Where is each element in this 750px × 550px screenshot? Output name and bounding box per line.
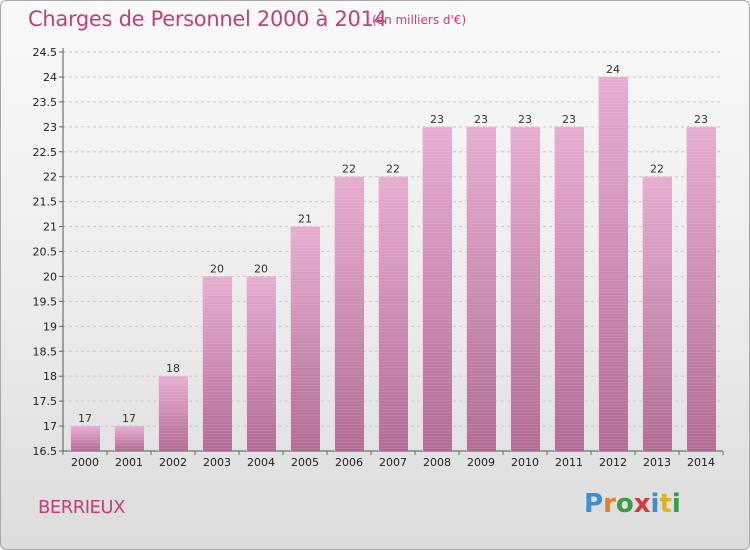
- y-tick-label: 22: [43, 171, 57, 184]
- commune-name: BERRIEUX: [38, 497, 125, 518]
- y-tick-label: 19.5: [33, 295, 58, 308]
- bars: [70, 76, 716, 451]
- chart-title: Charges de Personnel 2000 à 2014: [28, 7, 387, 31]
- x-tick-label: 2004: [247, 456, 275, 469]
- y-tick-label: 17: [43, 420, 57, 433]
- logo-letter: x: [633, 489, 651, 519]
- data-label: 20: [254, 262, 268, 275]
- data-label: 22: [386, 163, 400, 176]
- x-tick-labels: 2000 2001 2002 2003 2004 2005 2006 2007 2008 2009…: [71, 456, 715, 469]
- bar-texture: [422, 126, 452, 451]
- data-label: 22: [650, 163, 664, 176]
- bar-texture: [598, 76, 628, 451]
- x-tick-label: 2008: [423, 456, 451, 469]
- x-tick-label: 2011: [555, 456, 583, 469]
- x-tick-label: 2010: [511, 456, 539, 469]
- x-tick-label: 2003: [203, 456, 231, 469]
- x-tick-label: 2013: [643, 456, 671, 469]
- bar-texture: [70, 426, 100, 451]
- y-tick-label: 18: [43, 370, 57, 383]
- data-label: 23: [562, 113, 576, 126]
- logo-letter: t: [659, 489, 672, 519]
- x-tick-label: 2012: [599, 456, 627, 469]
- data-label: 23: [518, 113, 532, 126]
- logo-letter: P: [584, 489, 604, 519]
- y-tick-label: 20.5: [33, 246, 58, 259]
- data-label: 23: [474, 113, 488, 126]
- data-label: 23: [430, 113, 444, 126]
- data-label: 20: [210, 262, 224, 275]
- y-tick-label: 16.5: [33, 445, 58, 458]
- bar-texture: [290, 226, 320, 451]
- bar-texture: [158, 376, 188, 451]
- y-tick-label: 22.5: [33, 146, 58, 159]
- data-label: 22: [342, 163, 356, 176]
- logo-letter: r: [603, 489, 616, 519]
- bar-texture: [202, 276, 232, 451]
- logo-letter: i: [650, 489, 660, 519]
- chart-subtitle: (en milliers d'€): [372, 13, 467, 27]
- y-tick-label: 17.5: [33, 395, 58, 408]
- y-tick-label: 23: [43, 121, 57, 134]
- y-tick-labels: 16.5 17 17.5 18 18.5 19 19.5 20 20.5 21 21.5 22 22.5…: [33, 46, 58, 458]
- x-tick-label: 2005: [291, 456, 319, 469]
- data-label: 23: [694, 113, 708, 126]
- y-tick-label: 18.5: [33, 345, 58, 358]
- data-label: 18: [166, 362, 180, 375]
- bar-texture: [466, 126, 496, 451]
- data-label: 17: [78, 412, 92, 425]
- x-tick-label: 2000: [71, 456, 99, 469]
- bar-texture: [554, 126, 584, 451]
- data-label: 21: [298, 213, 312, 226]
- logo-letter: o: [615, 489, 634, 519]
- data-label: 24: [606, 63, 620, 76]
- bar-texture: [114, 426, 144, 451]
- bar-texture: [510, 126, 540, 451]
- y-tick-label: 20: [43, 270, 57, 283]
- y-tick-label: 24.5: [33, 46, 58, 59]
- x-tick-label: 2006: [335, 456, 363, 469]
- logo-letter: i: [671, 489, 681, 519]
- y-tick-label: 21.5: [33, 196, 58, 209]
- x-tick-label: 2014: [687, 456, 715, 469]
- y-tick-label: 24: [43, 71, 57, 84]
- bar-texture: [246, 276, 276, 451]
- x-tick-label: 2007: [379, 456, 407, 469]
- y-tick-label: 21: [43, 221, 57, 234]
- x-tick-label: 2001: [115, 456, 143, 469]
- data-labels: 17 17 18 20 20 21 22 22 23 23 23 23 24 22 23: [78, 63, 708, 425]
- proxiti-logo: Proxiti: [584, 489, 681, 519]
- bar-texture: [686, 126, 716, 451]
- y-tick-label: 19: [43, 320, 57, 333]
- x-tick-label: 2002: [159, 456, 187, 469]
- bar-texture: [642, 176, 672, 451]
- bar-texture: [334, 176, 364, 451]
- y-tick-label: 23.5: [33, 96, 58, 109]
- x-tick-label: 2009: [467, 456, 495, 469]
- data-label: 17: [122, 412, 136, 425]
- bar-texture: [378, 176, 408, 451]
